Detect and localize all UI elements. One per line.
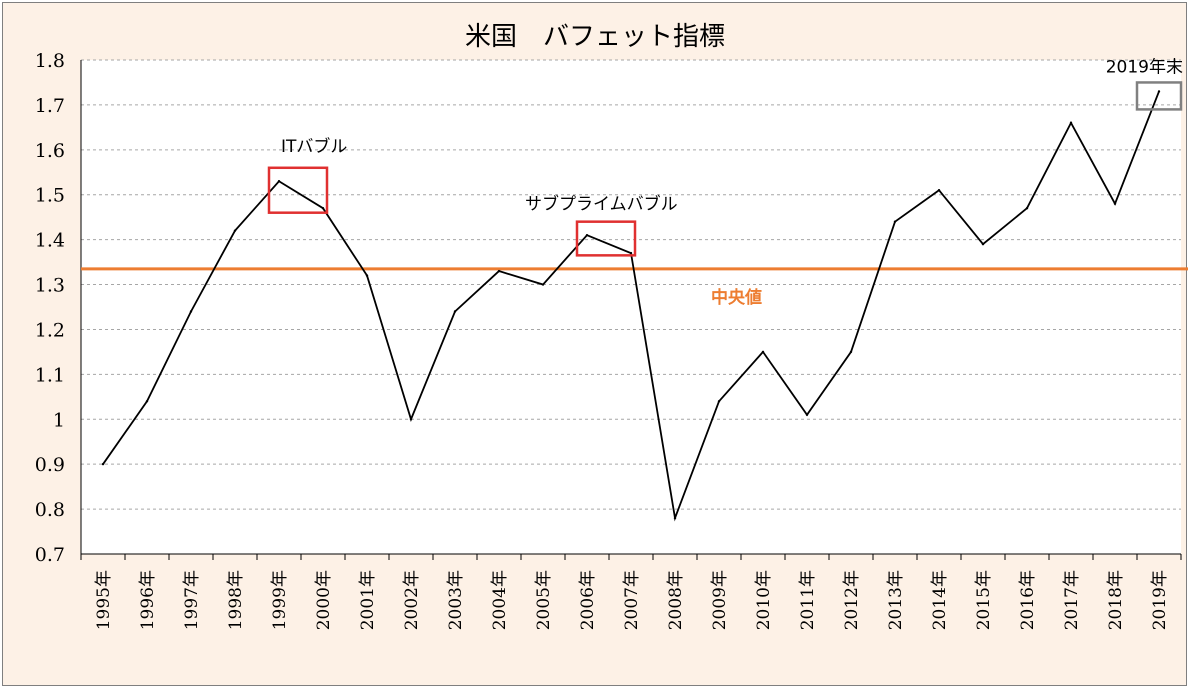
x-tick-label: 2006年: [578, 570, 598, 630]
y-tick-label: 1.7: [35, 95, 65, 117]
x-tick-label: 2001年: [358, 570, 378, 630]
x-tick-label: 2016年: [1018, 570, 1038, 630]
plot-area: [81, 60, 1181, 554]
x-tick-label: 2013年: [886, 570, 906, 630]
data-point: [321, 207, 325, 210]
data-point: [1025, 207, 1029, 210]
data-point: [937, 189, 941, 192]
y-tick-label: 1.4: [35, 230, 65, 252]
data-point: [453, 310, 457, 313]
data-point: [805, 413, 809, 416]
data-point: [233, 229, 237, 232]
data-point: [541, 283, 545, 286]
data-point: [717, 400, 721, 403]
y-tick-label: 1.2: [35, 319, 65, 341]
x-tick-label: 2019年: [1150, 570, 1170, 630]
data-point: [409, 418, 413, 421]
y-tick-label: 1.8: [35, 50, 65, 72]
x-tick-label: 1995年: [94, 570, 114, 630]
data-point: [365, 274, 369, 277]
data-point: [1157, 90, 1161, 93]
annotation-box: [1135, 81, 1183, 111]
data-point: [497, 269, 501, 273]
x-tick-label: 2014年: [930, 570, 950, 630]
x-tick-label: 2000年: [314, 570, 334, 630]
x-tick-label: 2002年: [402, 570, 422, 630]
data-point: [277, 180, 281, 183]
annotation-box: [267, 166, 329, 214]
data-point: [761, 350, 765, 354]
y-tick-label: 1: [53, 409, 65, 431]
x-tick-label: 2005年: [534, 570, 554, 630]
y-tick-label: 1.5: [35, 185, 65, 207]
y-tick-label: 0.7: [35, 544, 65, 566]
x-tick-label: 2012年: [842, 570, 862, 630]
data-point: [629, 251, 633, 255]
annotation-label: サブプライムバブル: [525, 194, 678, 215]
y-tick-label: 0.9: [35, 454, 65, 476]
x-tick-label: 2018年: [1106, 570, 1126, 630]
buffett-indicator-chart: 0.7 0.8 0.9 1 1.1 1.2 1.3 1.4 1.5 1.6 1.7 1.8 1995年 1…: [35, 22, 1188, 630]
x-tick-label: 2004年: [490, 570, 510, 630]
annotation-label: 2019年末: [1106, 57, 1183, 77]
x-tick-label: 2011年: [798, 570, 818, 630]
x-tick-label: 1996年: [138, 570, 158, 630]
y-tick-label: 1.1: [35, 364, 65, 386]
data-point: [1113, 202, 1117, 205]
data-point: [849, 350, 853, 354]
data-point: [893, 220, 897, 223]
annotation-label: ITバブル: [281, 136, 347, 157]
x-tick-label: 2015年: [974, 570, 994, 630]
data-point: [981, 242, 985, 246]
x-tick-label: 2017年: [1062, 570, 1082, 630]
y-tick-label: 1.3: [35, 275, 65, 297]
data-point: [101, 462, 105, 466]
x-tick-label: 2010年: [754, 570, 774, 630]
data-point: [1069, 121, 1073, 125]
data-point: [145, 400, 149, 403]
y-tick-label: 0.8: [35, 499, 65, 521]
annotation-box: [575, 220, 637, 257]
median-label: 中央値: [711, 287, 762, 308]
chart-title: 米国 バフェット指標: [465, 22, 725, 52]
y-tick-label: 1.6: [35, 140, 65, 162]
x-tick-label: 1999年: [270, 570, 290, 630]
x-tick-label: 2009年: [710, 570, 730, 630]
data-point: [189, 310, 193, 313]
x-tick-label: 2007年: [622, 570, 642, 630]
x-tick-label: 2003年: [446, 570, 466, 630]
data-point: [585, 233, 589, 237]
x-tick-label: 1998年: [226, 570, 246, 630]
x-tick-label: 1997年: [182, 570, 202, 630]
x-tick-label: 2008年: [666, 570, 686, 630]
data-point: [673, 516, 677, 520]
